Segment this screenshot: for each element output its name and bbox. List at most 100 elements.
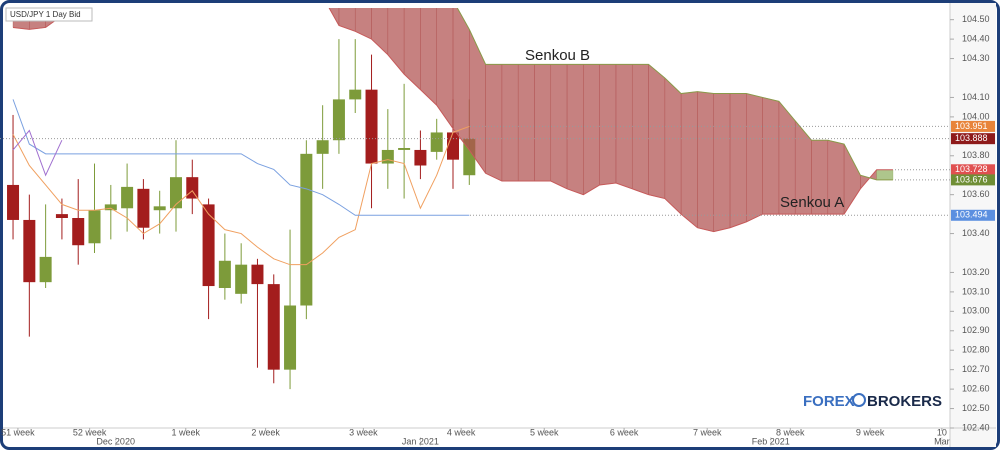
y-tick-label: 103.10 <box>962 286 990 296</box>
indicator-line <box>12 125 470 266</box>
cloud-fill <box>485 64 503 182</box>
y-tick-label: 104.40 <box>962 33 990 43</box>
candle-body <box>121 186 134 209</box>
y-axis-panel <box>950 3 996 447</box>
price-tag <box>951 164 995 176</box>
candle-body <box>235 264 248 294</box>
cloud-fill <box>697 91 714 232</box>
cloud-fill <box>566 64 584 196</box>
cloud-fill <box>599 64 617 186</box>
cloud-fill <box>680 91 698 229</box>
cloud-fill <box>762 97 780 215</box>
x-tick-label: 2 week <box>251 427 280 437</box>
cloud-fill <box>631 64 649 196</box>
price-tag <box>951 209 995 221</box>
price-tag-label: 103.888 <box>955 133 988 143</box>
candle-body <box>153 206 166 211</box>
logo-text: BROKERS <box>867 393 942 410</box>
y-tick-label: 104.30 <box>962 53 990 63</box>
y-tick-label: 102.70 <box>962 364 990 374</box>
month-label: Feb 2021 <box>752 436 790 446</box>
candle-body <box>39 256 52 283</box>
y-tick-label: 104.00 <box>962 111 990 121</box>
cloud-fill <box>648 63 666 199</box>
x-tick-label: 4 week <box>447 427 476 437</box>
cloud-fill <box>501 64 519 182</box>
cloud-fill <box>420 8 437 106</box>
candle-body <box>169 177 182 209</box>
month-label: Dec 2020 <box>96 436 135 446</box>
cloud-fill <box>550 64 568 190</box>
senkou-b-line <box>456 8 893 181</box>
candle-body <box>398 148 411 150</box>
x-tick-label: 1 week <box>171 427 200 437</box>
y-tick-label: 102.50 <box>962 403 990 413</box>
x-tick-label: 6 week <box>610 427 639 437</box>
candle-body <box>104 204 117 211</box>
indicator-line <box>12 129 63 177</box>
logo-icon <box>852 393 866 407</box>
logo-text: FOREX <box>803 393 855 410</box>
candle-body <box>88 210 101 244</box>
y-tick-label: 102.90 <box>962 325 990 335</box>
price-tag <box>951 174 995 186</box>
x-tick-label: 5 week <box>530 427 559 437</box>
candle-body <box>267 284 280 370</box>
y-tick-label: 102.60 <box>962 383 990 393</box>
x-tick-label: 51 week <box>1 427 35 437</box>
annotation: Senkou B <box>525 47 590 64</box>
candle-body <box>137 188 150 228</box>
price-tag <box>951 120 995 132</box>
candle-body <box>300 153 313 306</box>
cloud-fill <box>517 64 535 182</box>
chart-title: USD/JPY 1 Day Bid <box>10 10 81 19</box>
cloud-fill <box>583 64 600 196</box>
axes: 104.50 104.40 104.30 104.10 104.00 103.80 103.… <box>0 14 995 446</box>
y-tick-label: 103.20 <box>962 267 990 277</box>
plot-area <box>7 8 894 390</box>
y-tick-label: 102.80 <box>962 345 990 355</box>
candle-body <box>414 149 427 166</box>
senkou-a-line <box>12 8 893 233</box>
x-tick-label: 10 <box>937 427 947 437</box>
cloud-fill <box>534 64 552 182</box>
candle-body <box>332 99 345 141</box>
y-tick-label: 104.10 <box>962 92 990 102</box>
x-tick-label: 9 week <box>856 427 885 437</box>
candle-body <box>7 184 20 220</box>
candle-body <box>186 177 199 199</box>
candle-body <box>316 140 329 154</box>
cloud-fill <box>729 93 747 229</box>
x-tick-label: 7 week <box>693 427 722 437</box>
price-tag-label: 103.494 <box>955 210 988 220</box>
cloud-fill <box>876 169 894 181</box>
price-tag-label: 103.676 <box>955 174 988 184</box>
candle-body <box>23 219 36 283</box>
cloud-fill <box>746 93 763 223</box>
candle-body <box>251 264 264 285</box>
cloud-fill <box>664 77 682 215</box>
candle-body <box>447 132 460 160</box>
annotation: Senkou A <box>780 194 844 211</box>
candle-body <box>218 260 231 288</box>
candle-body <box>55 214 68 218</box>
x-tick-label: 52 week <box>73 427 107 437</box>
month-label: Mar <box>934 436 950 446</box>
month-label: Jan 2021 <box>402 436 439 446</box>
price-tag-label: 103.728 <box>955 164 988 174</box>
candle-body <box>381 149 394 164</box>
y-tick-label: 103.40 <box>962 228 990 238</box>
candle-body <box>202 204 215 287</box>
indicator-line <box>12 99 470 216</box>
cloud-fill <box>713 93 731 232</box>
x-tick-label: 3 week <box>349 427 378 437</box>
price-tag <box>951 133 995 145</box>
price-tag-label: 103.951 <box>955 121 988 131</box>
x-tick-label: 8 week <box>776 427 805 437</box>
y-tick-label: 102.40 <box>962 422 990 432</box>
y-tick-label: 104.50 <box>962 14 990 24</box>
candle-body <box>72 218 85 246</box>
candle-body <box>365 89 378 164</box>
